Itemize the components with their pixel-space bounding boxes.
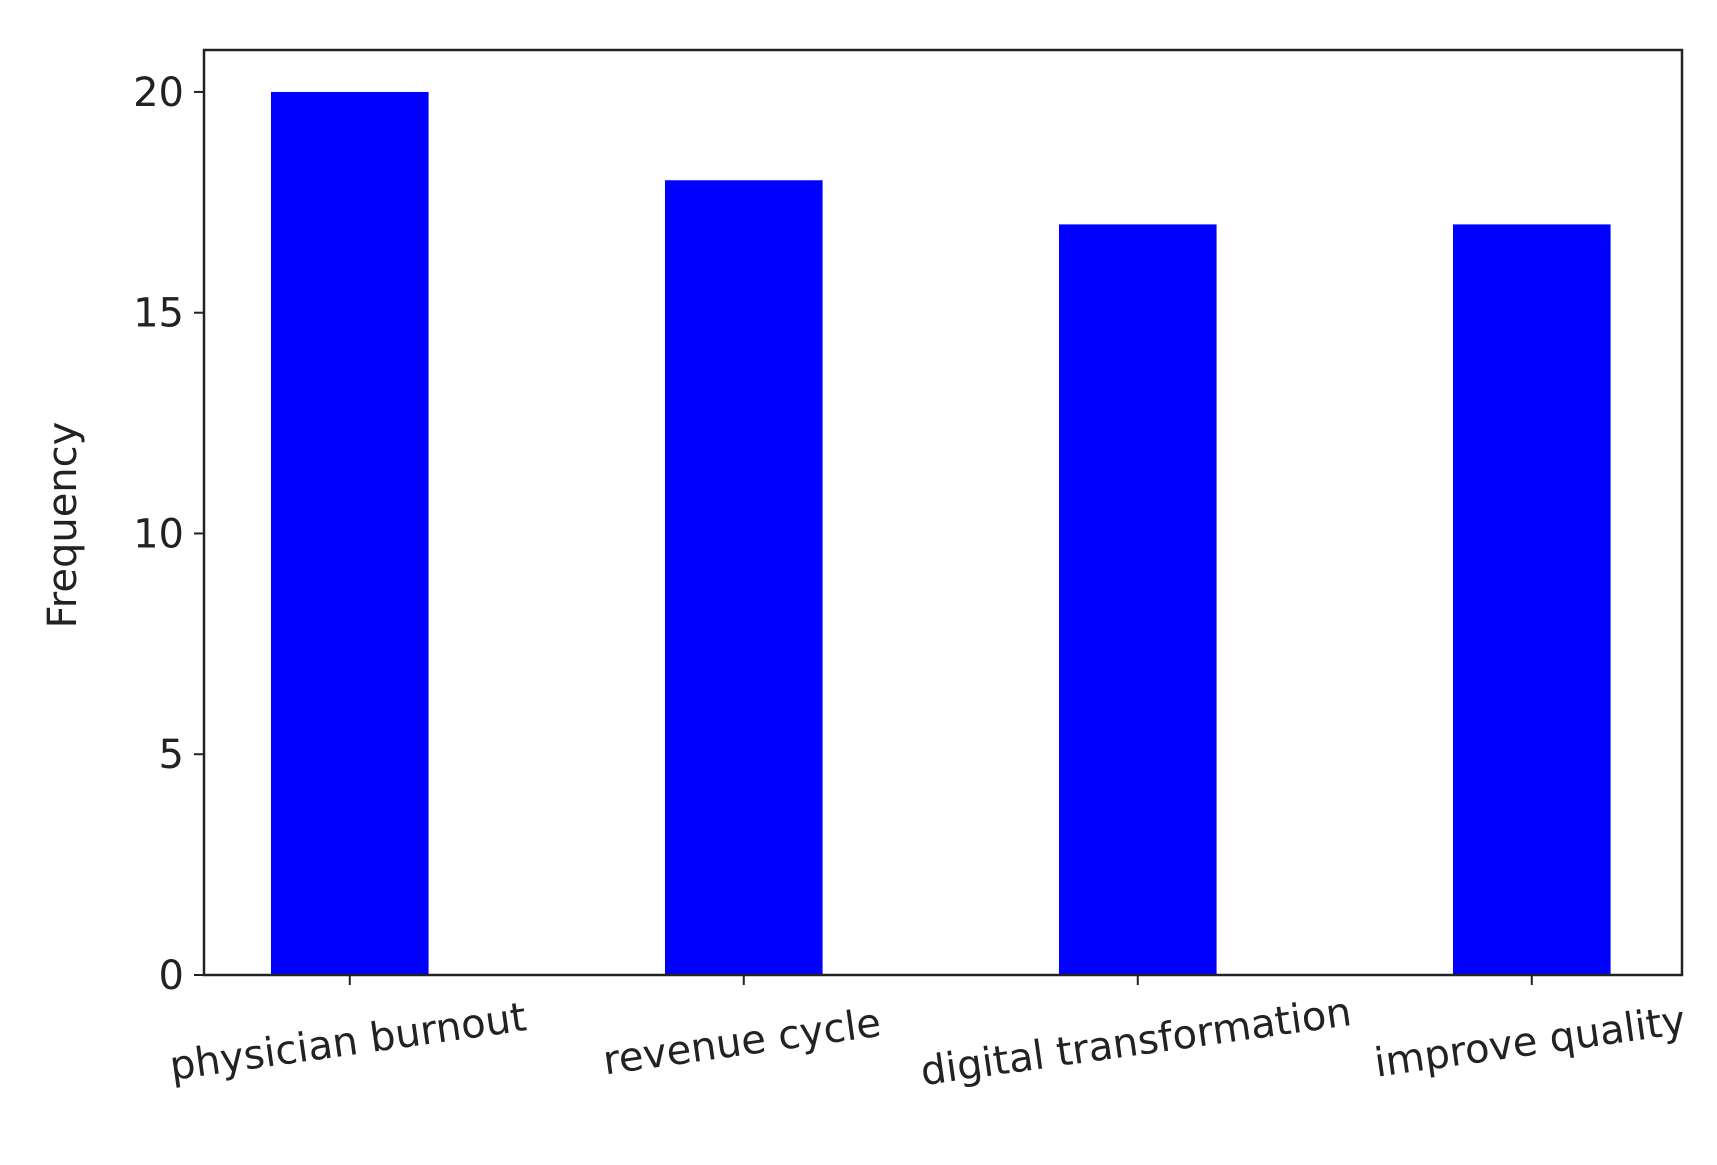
y-tick-label: 10: [133, 511, 184, 557]
y-axis-label: Frequency: [40, 422, 86, 629]
bar: [1058, 224, 1217, 976]
y-tick-label: 5: [159, 732, 184, 778]
x-tick-label: improve quality: [1372, 998, 1689, 1087]
bar: [1452, 224, 1611, 976]
x-tick-label: revenue cycle: [600, 1000, 884, 1085]
x-tick-label: physician burnout: [167, 994, 529, 1090]
y-tick-label: 20: [133, 70, 184, 116]
y-tick-label: 15: [133, 291, 184, 337]
bar: [664, 180, 823, 975]
plot-frame: [202, 48, 1684, 977]
bar: [270, 91, 429, 975]
y-tick-label: 0: [159, 953, 184, 999]
x-tick-label: digital transformation: [918, 989, 1354, 1095]
